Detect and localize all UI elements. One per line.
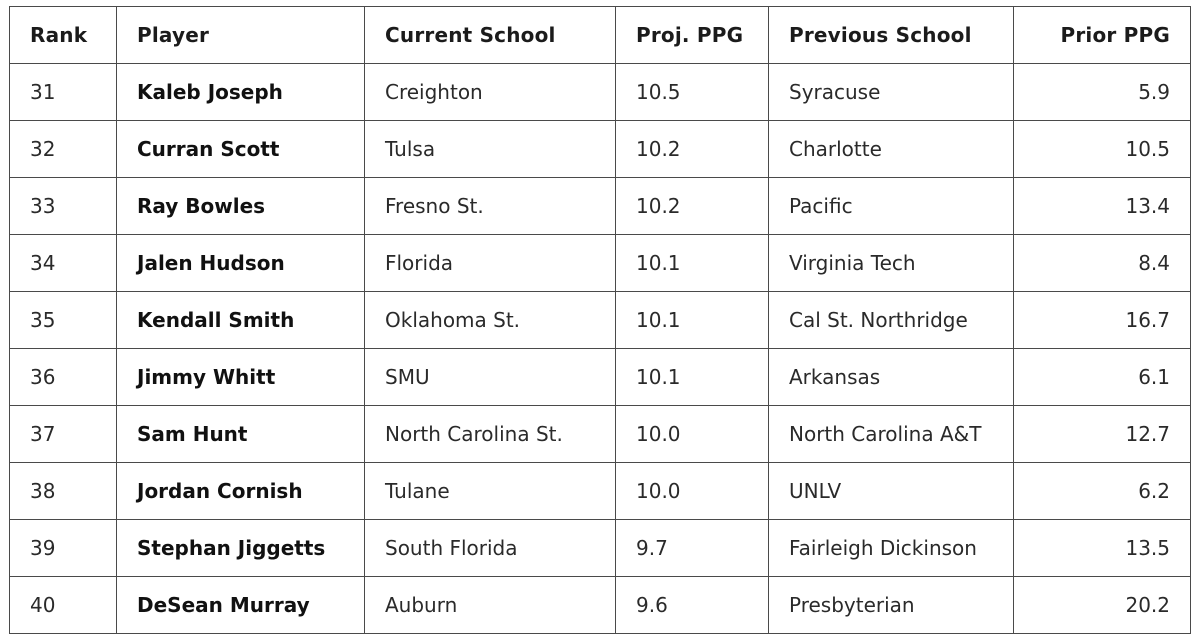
rankings-table-container: Rank Player Current School Proj. PPG Pre… xyxy=(9,6,1191,634)
cell-previous-school: Syracuse xyxy=(768,63,1014,121)
cell-player: Kaleb Joseph xyxy=(116,63,365,121)
cell-current-school: Creighton xyxy=(364,63,616,121)
table-row: 32 Curran Scott Tulsa 10.2 Charlotte 10.… xyxy=(9,120,1191,178)
cell-current-school: Florida xyxy=(364,234,616,292)
header-previous-school: Previous School xyxy=(768,6,1014,64)
cell-rank: 32 xyxy=(9,120,117,178)
cell-player: Stephan Jiggetts xyxy=(116,519,365,577)
cell-rank: 38 xyxy=(9,462,117,520)
table-row: 35 Kendall Smith Oklahoma St. 10.1 Cal S… xyxy=(9,291,1191,349)
cell-player: Curran Scott xyxy=(116,120,365,178)
cell-previous-school: Charlotte xyxy=(768,120,1014,178)
cell-previous-school: Pacific xyxy=(768,177,1014,235)
cell-rank: 40 xyxy=(9,576,117,634)
header-prior-ppg: Prior PPG xyxy=(1013,6,1191,64)
cell-prior-ppg: 8.4 xyxy=(1013,234,1191,292)
cell-current-school: Fresno St. xyxy=(364,177,616,235)
cell-prior-ppg: 12.7 xyxy=(1013,405,1191,463)
table-row: 33 Ray Bowles Fresno St. 10.2 Pacific 13… xyxy=(9,177,1191,235)
cell-prior-ppg: 13.5 xyxy=(1013,519,1191,577)
cell-prior-ppg: 10.5 xyxy=(1013,120,1191,178)
cell-proj-ppg: 10.5 xyxy=(615,63,769,121)
rankings-table: Rank Player Current School Proj. PPG Pre… xyxy=(9,6,1191,634)
cell-proj-ppg: 9.6 xyxy=(615,576,769,634)
table-row: 34 Jalen Hudson Florida 10.1 Virginia Te… xyxy=(9,234,1191,292)
cell-proj-ppg: 10.1 xyxy=(615,291,769,349)
header-proj-ppg: Proj. PPG xyxy=(615,6,769,64)
cell-prior-ppg: 6.1 xyxy=(1013,348,1191,406)
cell-current-school: SMU xyxy=(364,348,616,406)
cell-player: Jimmy Whitt xyxy=(116,348,365,406)
cell-previous-school: Presbyterian xyxy=(768,576,1014,634)
cell-prior-ppg: 20.2 xyxy=(1013,576,1191,634)
header-rank: Rank xyxy=(9,6,117,64)
cell-previous-school: North Carolina A&T xyxy=(768,405,1014,463)
cell-rank: 33 xyxy=(9,177,117,235)
cell-previous-school: Fairleigh Dickinson xyxy=(768,519,1014,577)
cell-proj-ppg: 9.7 xyxy=(615,519,769,577)
cell-proj-ppg: 10.1 xyxy=(615,234,769,292)
cell-rank: 36 xyxy=(9,348,117,406)
cell-previous-school: UNLV xyxy=(768,462,1014,520)
table-row: 36 Jimmy Whitt SMU 10.1 Arkansas 6.1 xyxy=(9,348,1191,406)
cell-proj-ppg: 10.2 xyxy=(615,177,769,235)
table-row: 39 Stephan Jiggetts South Florida 9.7 Fa… xyxy=(9,519,1191,577)
cell-current-school: Oklahoma St. xyxy=(364,291,616,349)
cell-proj-ppg: 10.0 xyxy=(615,462,769,520)
cell-previous-school: Arkansas xyxy=(768,348,1014,406)
cell-current-school: Auburn xyxy=(364,576,616,634)
cell-player: Kendall Smith xyxy=(116,291,365,349)
cell-current-school: North Carolina St. xyxy=(364,405,616,463)
cell-prior-ppg: 13.4 xyxy=(1013,177,1191,235)
cell-rank: 34 xyxy=(9,234,117,292)
cell-player: DeSean Murray xyxy=(116,576,365,634)
table-header-row: Rank Player Current School Proj. PPG Pre… xyxy=(9,6,1191,64)
cell-previous-school: Virginia Tech xyxy=(768,234,1014,292)
cell-rank: 37 xyxy=(9,405,117,463)
header-player: Player xyxy=(116,6,365,64)
cell-prior-ppg: 6.2 xyxy=(1013,462,1191,520)
cell-proj-ppg: 10.1 xyxy=(615,348,769,406)
cell-previous-school: Cal St. Northridge xyxy=(768,291,1014,349)
cell-current-school: Tulsa xyxy=(364,120,616,178)
cell-proj-ppg: 10.0 xyxy=(615,405,769,463)
cell-rank: 35 xyxy=(9,291,117,349)
cell-current-school: Tulane xyxy=(364,462,616,520)
cell-proj-ppg: 10.2 xyxy=(615,120,769,178)
cell-rank: 31 xyxy=(9,63,117,121)
cell-player: Jordan Cornish xyxy=(116,462,365,520)
cell-player: Jalen Hudson xyxy=(116,234,365,292)
table-row: 38 Jordan Cornish Tulane 10.0 UNLV 6.2 xyxy=(9,462,1191,520)
table-row: 31 Kaleb Joseph Creighton 10.5 Syracuse … xyxy=(9,63,1191,121)
cell-prior-ppg: 16.7 xyxy=(1013,291,1191,349)
table-body: 31 Kaleb Joseph Creighton 10.5 Syracuse … xyxy=(9,63,1191,634)
cell-player: Sam Hunt xyxy=(116,405,365,463)
cell-prior-ppg: 5.9 xyxy=(1013,63,1191,121)
cell-current-school: South Florida xyxy=(364,519,616,577)
header-current-school: Current School xyxy=(364,6,616,64)
cell-rank: 39 xyxy=(9,519,117,577)
cell-player: Ray Bowles xyxy=(116,177,365,235)
table-row: 40 DeSean Murray Auburn 9.6 Presbyterian… xyxy=(9,576,1191,634)
table-row: 37 Sam Hunt North Carolina St. 10.0 Nort… xyxy=(9,405,1191,463)
